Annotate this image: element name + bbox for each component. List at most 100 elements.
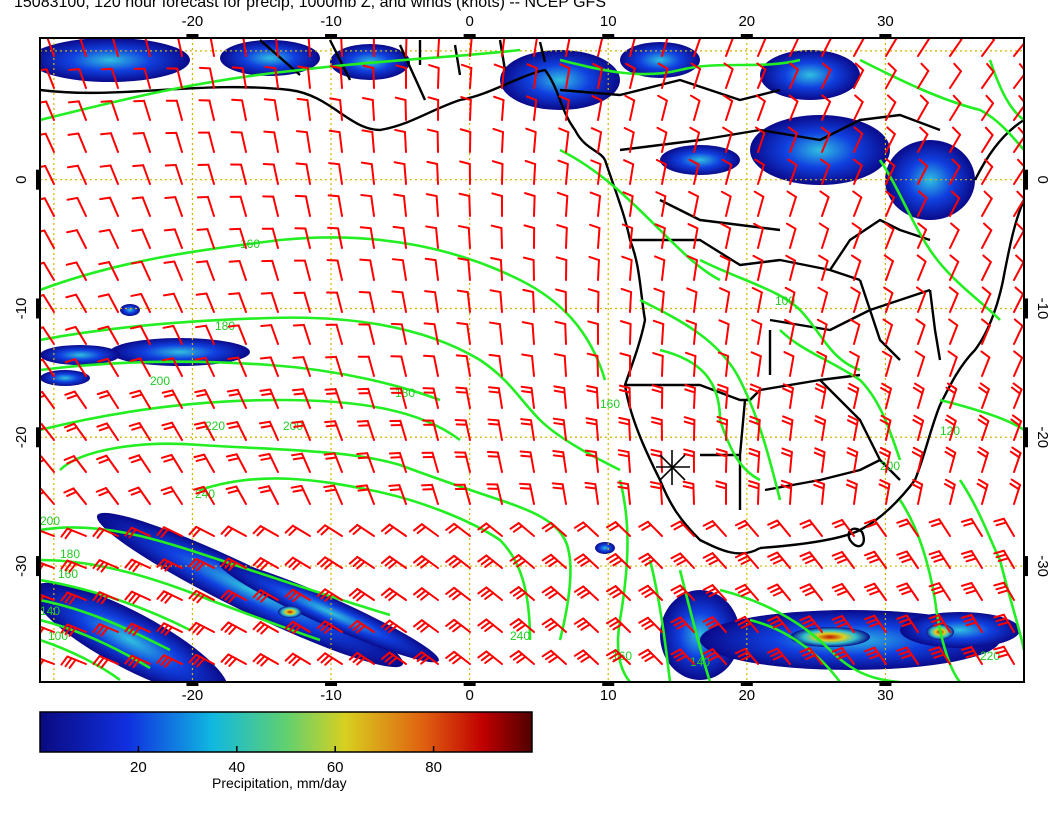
wind-barb xyxy=(734,519,759,537)
wind-barb xyxy=(426,128,439,153)
wind-barb xyxy=(719,287,731,313)
wind-barb xyxy=(225,485,247,505)
wind-barb xyxy=(911,478,924,505)
wind-barb xyxy=(949,126,962,153)
wind-barb xyxy=(445,586,471,601)
wind-barb xyxy=(63,422,87,441)
wind-barb xyxy=(720,190,732,217)
wind-barb xyxy=(260,324,279,345)
wind-barb xyxy=(553,385,567,409)
wind-barb xyxy=(231,98,247,121)
wind-barb xyxy=(92,655,119,669)
wind-barb xyxy=(509,554,535,569)
wind-barb xyxy=(863,550,887,569)
wind-barb xyxy=(165,131,183,153)
wind-barb xyxy=(413,619,439,633)
contour-label: 180 xyxy=(215,319,235,333)
wind-barb xyxy=(981,190,993,217)
wind-barb xyxy=(689,94,701,121)
wind-barb xyxy=(847,382,860,409)
wind-barb xyxy=(252,589,279,603)
wind-barb xyxy=(555,288,567,313)
wind-barb xyxy=(652,352,664,377)
wind-barb xyxy=(721,158,733,185)
colorbar-tick-label: 40 xyxy=(228,759,245,776)
contour-label: 200 xyxy=(40,514,60,528)
wind-barb xyxy=(316,652,343,666)
wind-barb xyxy=(328,129,343,153)
wind-barb xyxy=(98,228,119,249)
wind-barb xyxy=(316,588,343,602)
lat-label-right: 0 xyxy=(1034,176,1051,184)
wind-barb xyxy=(209,38,215,57)
wind-barb xyxy=(421,483,439,505)
wind-barb xyxy=(649,481,663,505)
tick-mark xyxy=(36,298,40,319)
wind-barb xyxy=(453,483,471,505)
wind-barb xyxy=(573,553,599,569)
wind-barb xyxy=(421,451,439,473)
wind-barb xyxy=(393,193,407,217)
wind-barb xyxy=(445,618,471,633)
wind-barb xyxy=(124,654,151,669)
lat-label-left: -10 xyxy=(13,298,30,320)
wind-barb xyxy=(944,446,957,473)
wind-barb xyxy=(819,190,830,217)
wind-barb xyxy=(557,159,569,185)
wind-barb xyxy=(702,584,727,601)
wind-barb xyxy=(670,648,695,665)
wind-barb xyxy=(993,645,1015,665)
wind-barb xyxy=(853,94,864,121)
wind-barb xyxy=(685,319,697,345)
wind-barb xyxy=(885,158,896,185)
wind-barb xyxy=(197,163,215,185)
wind-barb xyxy=(194,389,215,409)
wind-barb xyxy=(885,126,896,153)
wind-barb xyxy=(960,645,983,665)
wind-barb xyxy=(638,616,663,633)
wind-barb xyxy=(220,589,247,603)
wind-barb xyxy=(757,38,767,57)
wind-barb xyxy=(981,222,993,249)
wind-barb xyxy=(425,193,439,217)
wind-barb xyxy=(670,584,695,601)
wind-barb xyxy=(361,97,375,121)
wind-barb xyxy=(133,99,151,121)
wind-barb xyxy=(767,583,791,601)
wind-barb xyxy=(623,127,635,153)
wind-barb xyxy=(917,94,929,121)
wind-barb xyxy=(831,519,855,537)
wind-barb xyxy=(460,96,472,121)
wind-barb xyxy=(348,587,375,602)
wind-barb xyxy=(1013,38,1024,57)
wind-barb xyxy=(949,38,963,57)
wind-barb xyxy=(558,95,570,121)
wind-barb xyxy=(915,318,926,345)
wind-barb xyxy=(853,126,864,153)
colorbar-label: Precipitation, mm/day xyxy=(212,775,347,791)
wind-barb xyxy=(193,485,215,505)
wind-barb xyxy=(40,561,55,571)
wind-barb xyxy=(422,387,439,409)
wind-barb xyxy=(124,558,151,573)
wind-barb xyxy=(915,286,927,313)
wind-barb xyxy=(509,618,535,633)
wind-barb xyxy=(715,448,728,473)
wind-barb xyxy=(124,622,151,637)
wind-barb xyxy=(220,653,247,667)
wind-barb xyxy=(748,447,761,473)
wind-barb xyxy=(621,255,633,281)
wind-barb xyxy=(551,482,567,505)
wind-barb xyxy=(661,38,669,57)
wind-barb xyxy=(193,453,215,473)
wind-barb xyxy=(928,518,951,537)
coastlines xyxy=(40,39,1024,555)
wind-barb xyxy=(100,67,119,89)
wind-barb xyxy=(95,487,119,505)
wind-barb xyxy=(230,163,247,185)
wind-barb xyxy=(66,164,87,185)
wind-barb xyxy=(413,587,439,601)
wind-barb xyxy=(326,291,343,313)
wind-barb xyxy=(917,126,929,153)
wind-barb xyxy=(100,100,119,121)
